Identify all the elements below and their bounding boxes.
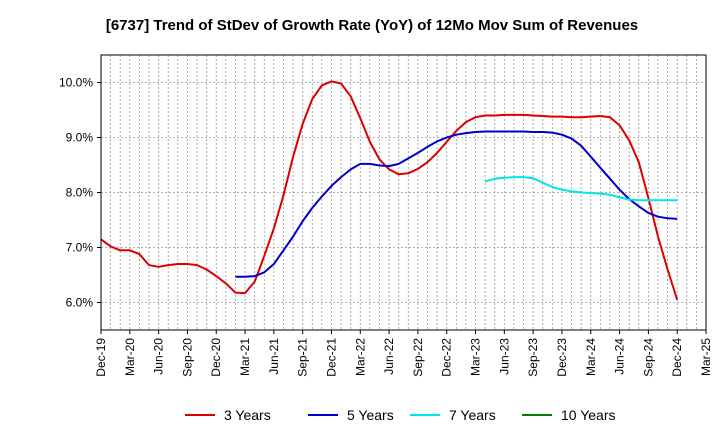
grid-lines: [101, 55, 706, 330]
y-tick-label: 7.0%: [66, 241, 94, 255]
x-tick-label: Mar-20: [123, 338, 137, 376]
x-tick-label: Sep-21: [296, 338, 310, 377]
series-line-3-years: [100, 80, 679, 301]
series-layer: [100, 80, 679, 301]
legend-label: 3 Years: [224, 407, 271, 423]
x-axis-ticks: Dec-19 Mar-20 Jun-20 Sep-20 Dec-20 Mar-21 Jun-…: [94, 330, 713, 377]
x-tick-label: Sep-22: [411, 338, 425, 377]
series-line-7-years: [484, 176, 678, 202]
x-tick-label: Dec-21: [324, 338, 338, 377]
series-line-5-years: [235, 130, 678, 278]
legend-label: 7 Years: [449, 407, 496, 423]
x-tick-label: Sep-24: [641, 338, 655, 377]
x-tick-label: Sep-20: [180, 338, 194, 377]
y-tick-label: 9.0%: [66, 131, 94, 145]
x-tick-label: Jun-24: [613, 338, 627, 375]
x-tick-label: Jun-21: [267, 338, 281, 375]
legend: 3 Years 5 Years 7 Years 10 Years: [185, 407, 616, 423]
x-tick-label: Dec-22: [440, 338, 454, 377]
plot-area-border: [100, 54, 707, 331]
y-tick-label: 6.0%: [66, 296, 94, 310]
x-tick-label: Jun-20: [152, 338, 166, 375]
x-tick-label: Mar-24: [584, 338, 598, 376]
x-tick-label: Jun-22: [382, 338, 396, 375]
legend-label: 10 Years: [561, 407, 616, 423]
x-tick-label: Mar-23: [469, 338, 483, 376]
chart-title: [6737] Trend of StDev of Growth Rate (Yo…: [106, 17, 638, 34]
legend-label: 5 Years: [347, 407, 394, 423]
x-tick-label: Mar-25: [699, 338, 713, 376]
x-tick-label: Dec-19: [94, 338, 108, 377]
x-tick-label: Mar-21: [238, 338, 252, 376]
y-tick-label: 8.0%: [66, 186, 94, 200]
x-tick-label: Dec-23: [555, 338, 569, 377]
x-tick-label: Dec-20: [209, 338, 223, 377]
x-tick-label: Mar-22: [353, 338, 367, 376]
y-axis-ticks: 6.0% 7.0% 8.0% 9.0% 10.0%: [59, 76, 101, 310]
y-tick-label: 10.0%: [59, 76, 93, 90]
x-tick-label: Sep-23: [526, 338, 540, 377]
x-tick-label: Jun-23: [497, 338, 511, 375]
x-tick-label: Dec-24: [670, 338, 684, 377]
